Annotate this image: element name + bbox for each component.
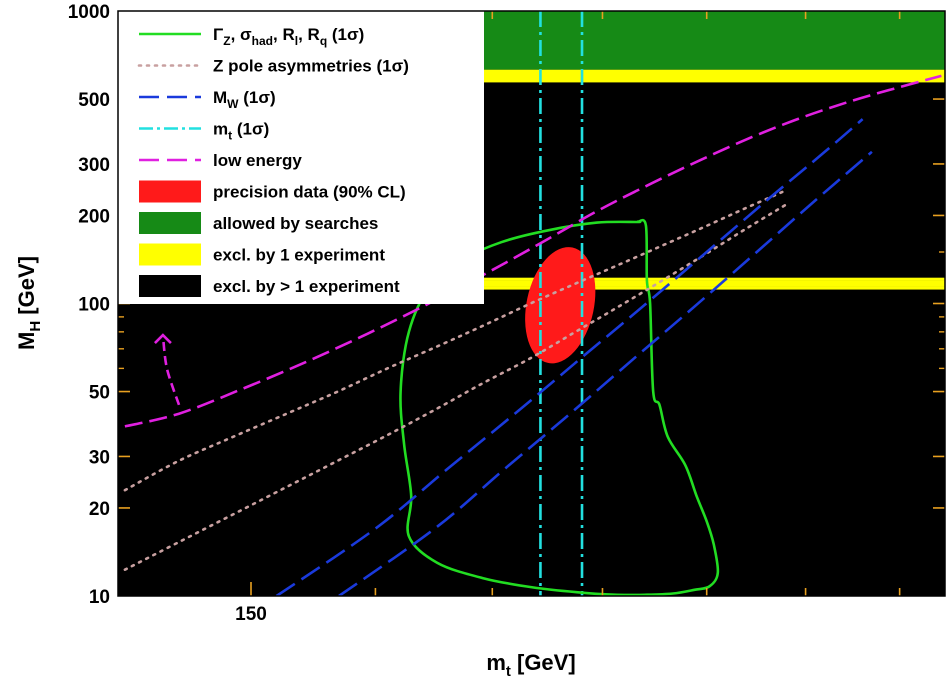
ytick-label-200: 200 bbox=[78, 206, 110, 227]
ytick-label-300: 300 bbox=[78, 155, 110, 176]
ytick-label-1000: 1000 bbox=[68, 2, 110, 23]
legend-swatch bbox=[139, 243, 201, 266]
series-mw-lower bbox=[338, 150, 873, 596]
series-low-energy bbox=[124, 74, 942, 428]
legend-label: ΓZ, σhad, Rl, Rq (1σ) bbox=[213, 25, 364, 48]
series-mw-upper bbox=[275, 118, 864, 596]
ytick-label-10: 10 bbox=[89, 587, 110, 608]
xtick-label-150: 150 bbox=[235, 604, 267, 625]
legend-swatch bbox=[139, 180, 201, 203]
legend-item-low: low energy bbox=[139, 151, 302, 170]
legend-label: allowed by searches bbox=[213, 214, 378, 233]
series-z-asym-lower bbox=[123, 203, 788, 571]
legend-swatch bbox=[139, 275, 201, 297]
legend-label: excl. by 1 experiment bbox=[213, 246, 385, 265]
legend-item-z-width: ΓZ, σhad, Rl, Rq (1σ) bbox=[139, 25, 364, 48]
legend-item-mw: MW (1σ) bbox=[139, 88, 276, 111]
legend-item-z-asym: Z pole asymmetries (1σ) bbox=[137, 57, 409, 76]
ytick-label-500: 500 bbox=[78, 90, 110, 111]
legend-swatch bbox=[139, 212, 201, 234]
legend-item-excl1: excl. by 1 experiment bbox=[139, 243, 385, 266]
legend-label: excl. by > 1 experiment bbox=[213, 277, 400, 296]
ytick-label-100: 100 bbox=[78, 295, 110, 316]
legend-label: Z pole asymmetries (1σ) bbox=[213, 57, 409, 76]
excl1-stripe-3 bbox=[118, 277, 945, 281]
legend-item-precision: precision data (90% CL) bbox=[139, 180, 406, 203]
ytick-label-50: 50 bbox=[89, 383, 110, 404]
legend: ΓZ, σhad, Rl, Rq (1σ) Z pole asymmetries … bbox=[118, 11, 484, 304]
x-axis-label: mt [GeV] bbox=[486, 650, 575, 676]
legend-item-allowed: allowed by searches bbox=[139, 212, 378, 234]
ytick-label-30: 30 bbox=[89, 447, 110, 468]
plot-frame bbox=[117, 10, 946, 597]
legend-label: mt (1σ) bbox=[213, 120, 269, 143]
legend-label: precision data (90% CL) bbox=[213, 183, 406, 202]
series-arrow-left bbox=[161, 334, 181, 406]
legend-item-excl2: excl. by > 1 experiment bbox=[139, 275, 400, 297]
legend-label: MW (1σ) bbox=[213, 88, 276, 111]
ytick-label-20: 20 bbox=[89, 499, 110, 520]
arrow-left-head bbox=[153, 333, 172, 344]
excl1-stripe-2 bbox=[118, 280, 945, 284]
series-z-asym-upper bbox=[123, 188, 788, 492]
legend-item-mt: mt (1σ) bbox=[139, 120, 269, 143]
precision-ellipse bbox=[525, 247, 596, 364]
y-axis-label: MH [GeV] bbox=[14, 256, 44, 350]
legend-label: low energy bbox=[213, 151, 302, 170]
